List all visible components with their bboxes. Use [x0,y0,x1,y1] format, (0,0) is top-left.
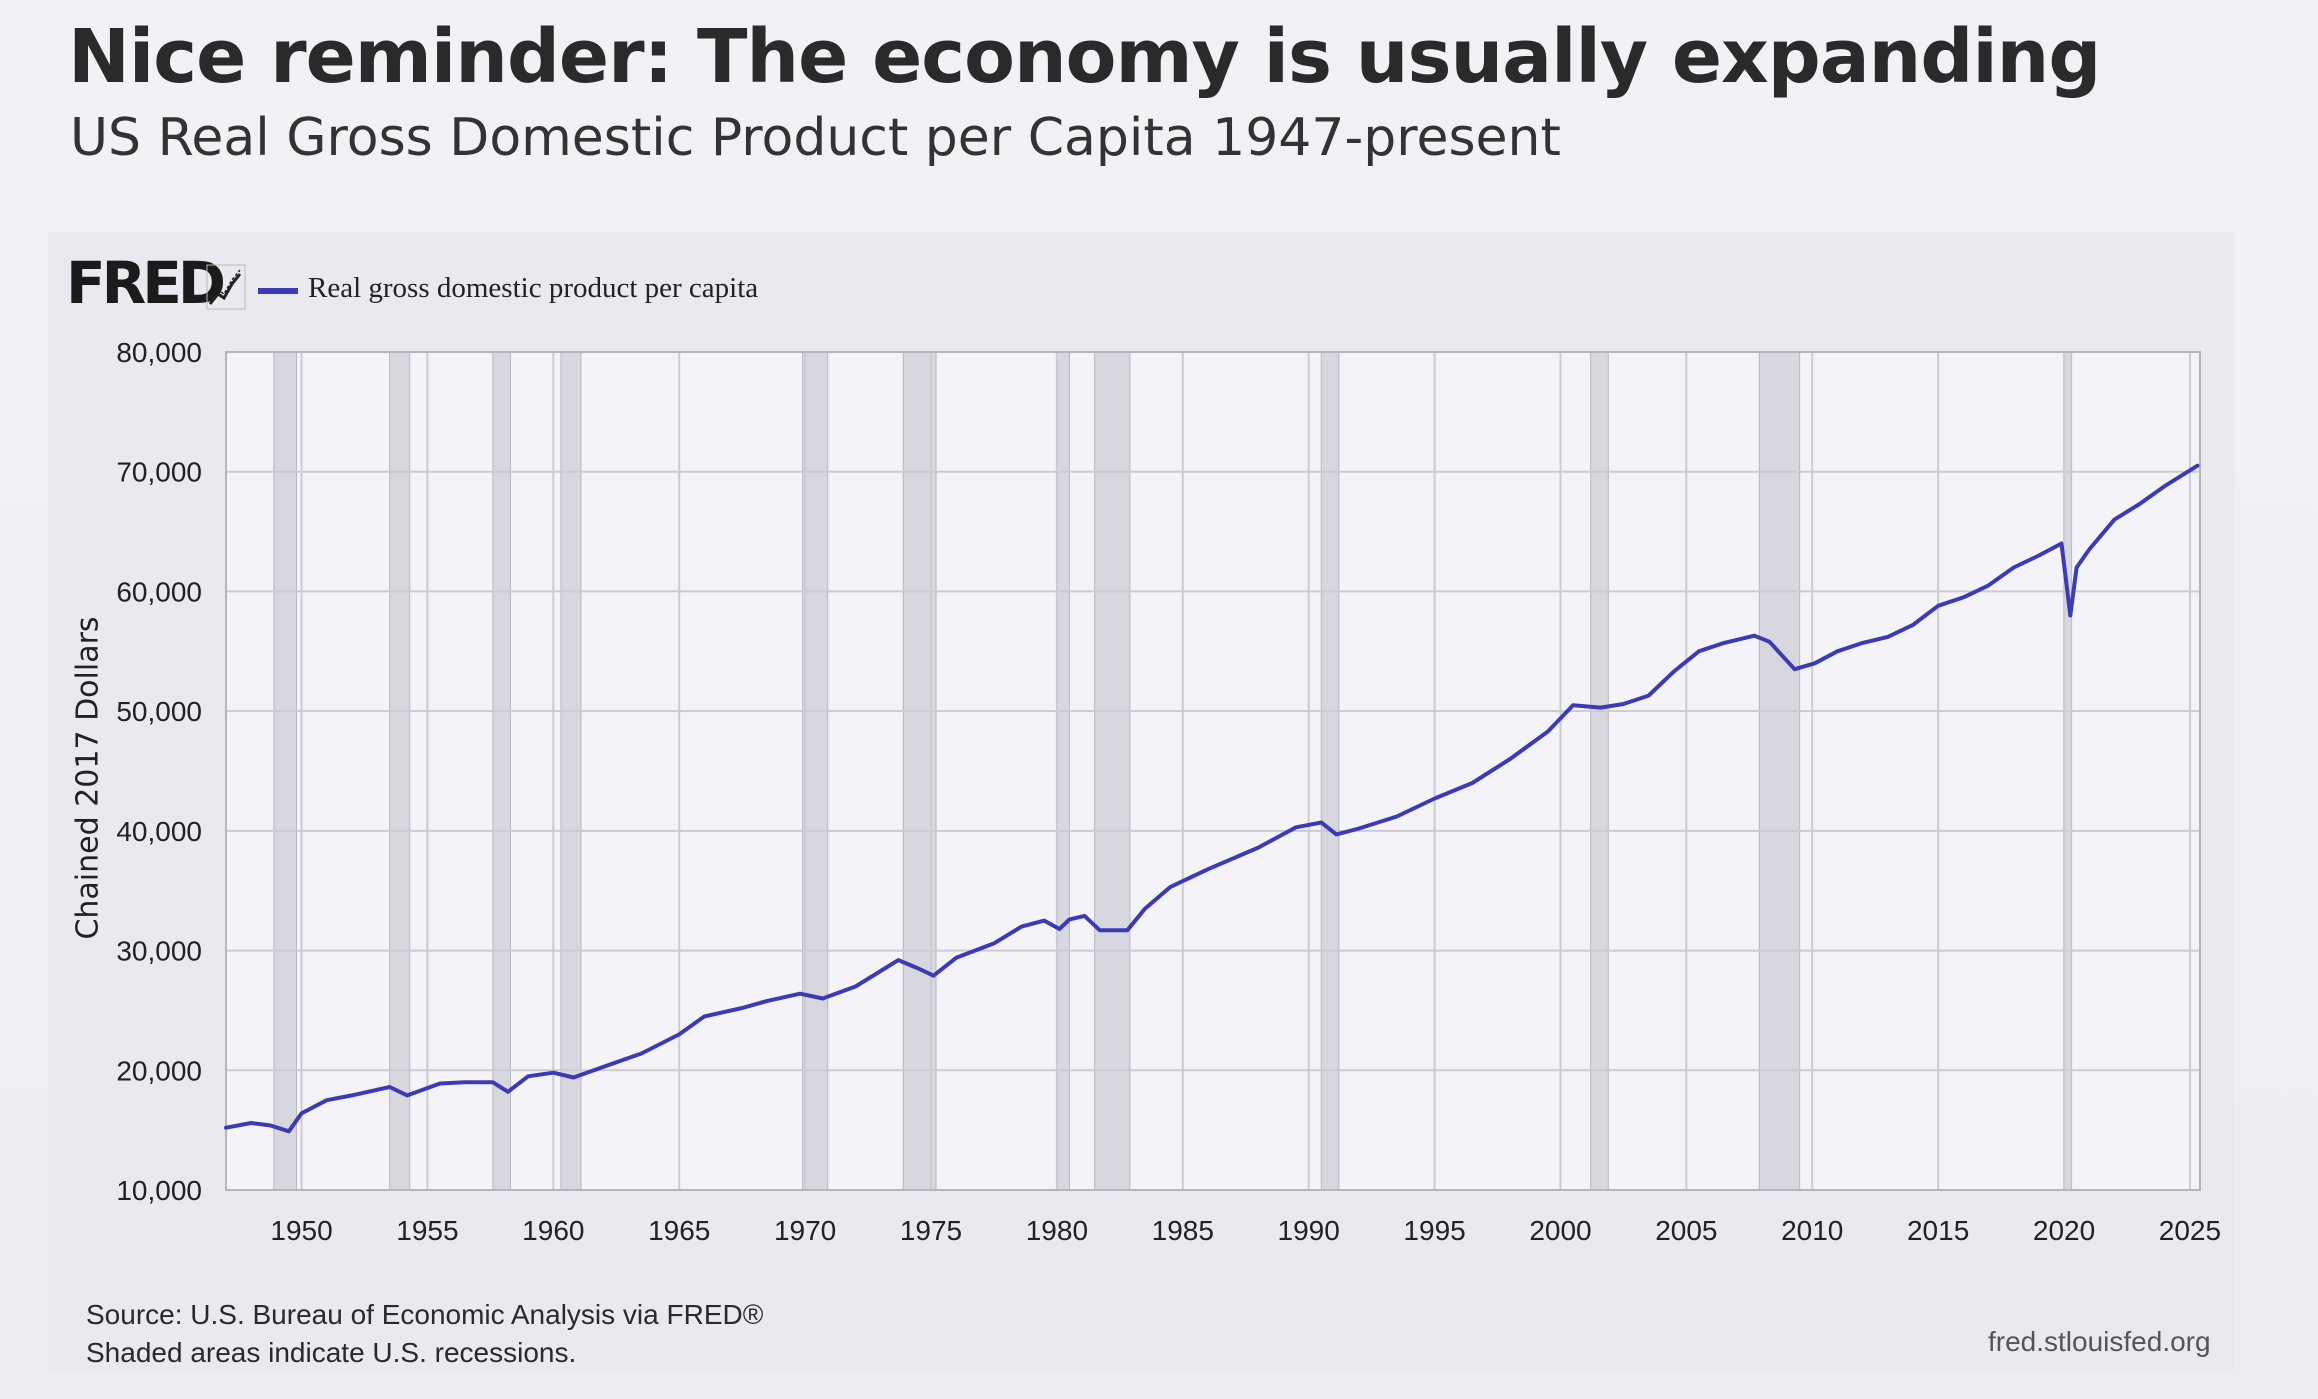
x-tick-label: 2015 [1907,1215,1969,1246]
gdp-series-line [224,463,2200,1134]
x-tick-label: 2005 [1655,1215,1717,1246]
recession-band [560,351,582,1191]
source-note: Source: U.S. Bureau of Economic Analysis… [86,1296,763,1372]
y-tick-label: 40,000 [116,816,202,847]
x-tick-label: 1995 [1403,1215,1465,1246]
recession-band [1320,351,1340,1191]
recession-band [1056,351,1070,1191]
plot-border [225,351,2201,1191]
trend-line-icon [206,264,246,310]
y-tick-label: 60,000 [116,576,202,607]
recession-band [1758,351,1801,1191]
recession-band [1094,351,1131,1191]
source-line: Source: U.S. Bureau of Economic Analysis… [86,1299,764,1330]
x-tick-label: 2010 [1781,1215,1843,1246]
recession-band [2063,351,2073,1191]
subheadline: US Real Gross Domestic Product per Capit… [70,108,1561,168]
recession-band [389,351,411,1191]
fred-logo[interactable]: FRED [66,249,226,317]
recession-band [802,351,829,1191]
plot-area [226,352,2200,1190]
y-tick-label: 50,000 [116,696,202,727]
x-tick-label: 1975 [900,1215,962,1246]
x-tick-label: 1955 [396,1215,458,1246]
legend-swatch [258,288,298,294]
x-tick-label: 1965 [648,1215,710,1246]
recession-band [492,351,512,1191]
recession-note: Shaded areas indicate U.S. recessions. [86,1337,577,1368]
fred-site-link[interactable]: fred.stlouisfed.org [1988,1326,2211,1357]
y-tick-label: 80,000 [116,337,202,368]
x-tick-label: 2020 [2033,1215,2095,1246]
x-tick-label: 1985 [1152,1215,1214,1246]
legend-label: Real gross domestic product per capita [308,272,759,304]
x-tick-label: 1990 [1278,1215,1340,1246]
recession-band [273,351,298,1191]
y-tick-label: 10,000 [116,1175,202,1206]
x-tick-label: 2025 [2159,1215,2221,1246]
recession-band [1590,351,1609,1191]
y-tick-label: 70,000 [116,457,202,488]
x-tick-label: 2000 [1529,1215,1591,1246]
y-tick-label: 20,000 [116,1055,202,1086]
x-tick-label: 1980 [1026,1215,1088,1246]
x-tick-label: 1970 [774,1215,836,1246]
x-tick-label: 1950 [270,1215,332,1246]
headline: Nice reminder: The economy is usually ex… [68,14,2101,100]
y-tick-label: 30,000 [116,936,202,967]
x-tick-label: 1960 [522,1215,584,1246]
